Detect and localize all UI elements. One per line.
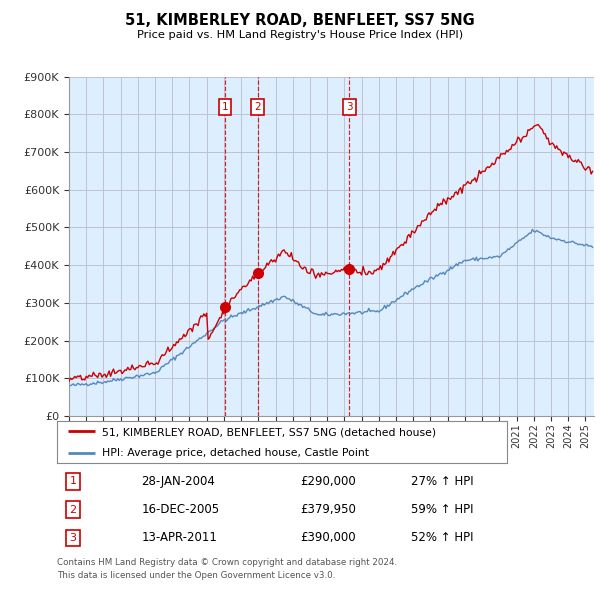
Text: This data is licensed under the Open Government Licence v3.0.: This data is licensed under the Open Gov… — [57, 571, 335, 579]
Text: 16-DEC-2005: 16-DEC-2005 — [142, 503, 220, 516]
Text: Contains HM Land Registry data © Crown copyright and database right 2024.: Contains HM Land Registry data © Crown c… — [57, 558, 397, 566]
Text: 51, KIMBERLEY ROAD, BENFLEET, SS7 5NG (detached house): 51, KIMBERLEY ROAD, BENFLEET, SS7 5NG (d… — [102, 427, 436, 437]
Text: Price paid vs. HM Land Registry's House Price Index (HPI): Price paid vs. HM Land Registry's House … — [137, 30, 463, 40]
Text: £290,000: £290,000 — [300, 475, 356, 488]
Text: 28-JAN-2004: 28-JAN-2004 — [142, 475, 215, 488]
Text: 3: 3 — [346, 102, 353, 112]
Text: 13-APR-2011: 13-APR-2011 — [142, 532, 217, 545]
Text: £379,950: £379,950 — [300, 503, 356, 516]
Text: HPI: Average price, detached house, Castle Point: HPI: Average price, detached house, Cast… — [102, 448, 369, 458]
Text: 52% ↑ HPI: 52% ↑ HPI — [411, 532, 473, 545]
Text: 1: 1 — [222, 102, 229, 112]
Text: 2: 2 — [69, 504, 76, 514]
Text: 51, KIMBERLEY ROAD, BENFLEET, SS7 5NG: 51, KIMBERLEY ROAD, BENFLEET, SS7 5NG — [125, 13, 475, 28]
Text: 59% ↑ HPI: 59% ↑ HPI — [411, 503, 473, 516]
Text: 2: 2 — [254, 102, 261, 112]
Text: 1: 1 — [70, 477, 76, 487]
Text: £390,000: £390,000 — [300, 532, 356, 545]
Text: 27% ↑ HPI: 27% ↑ HPI — [411, 475, 473, 488]
Text: 3: 3 — [70, 533, 76, 543]
